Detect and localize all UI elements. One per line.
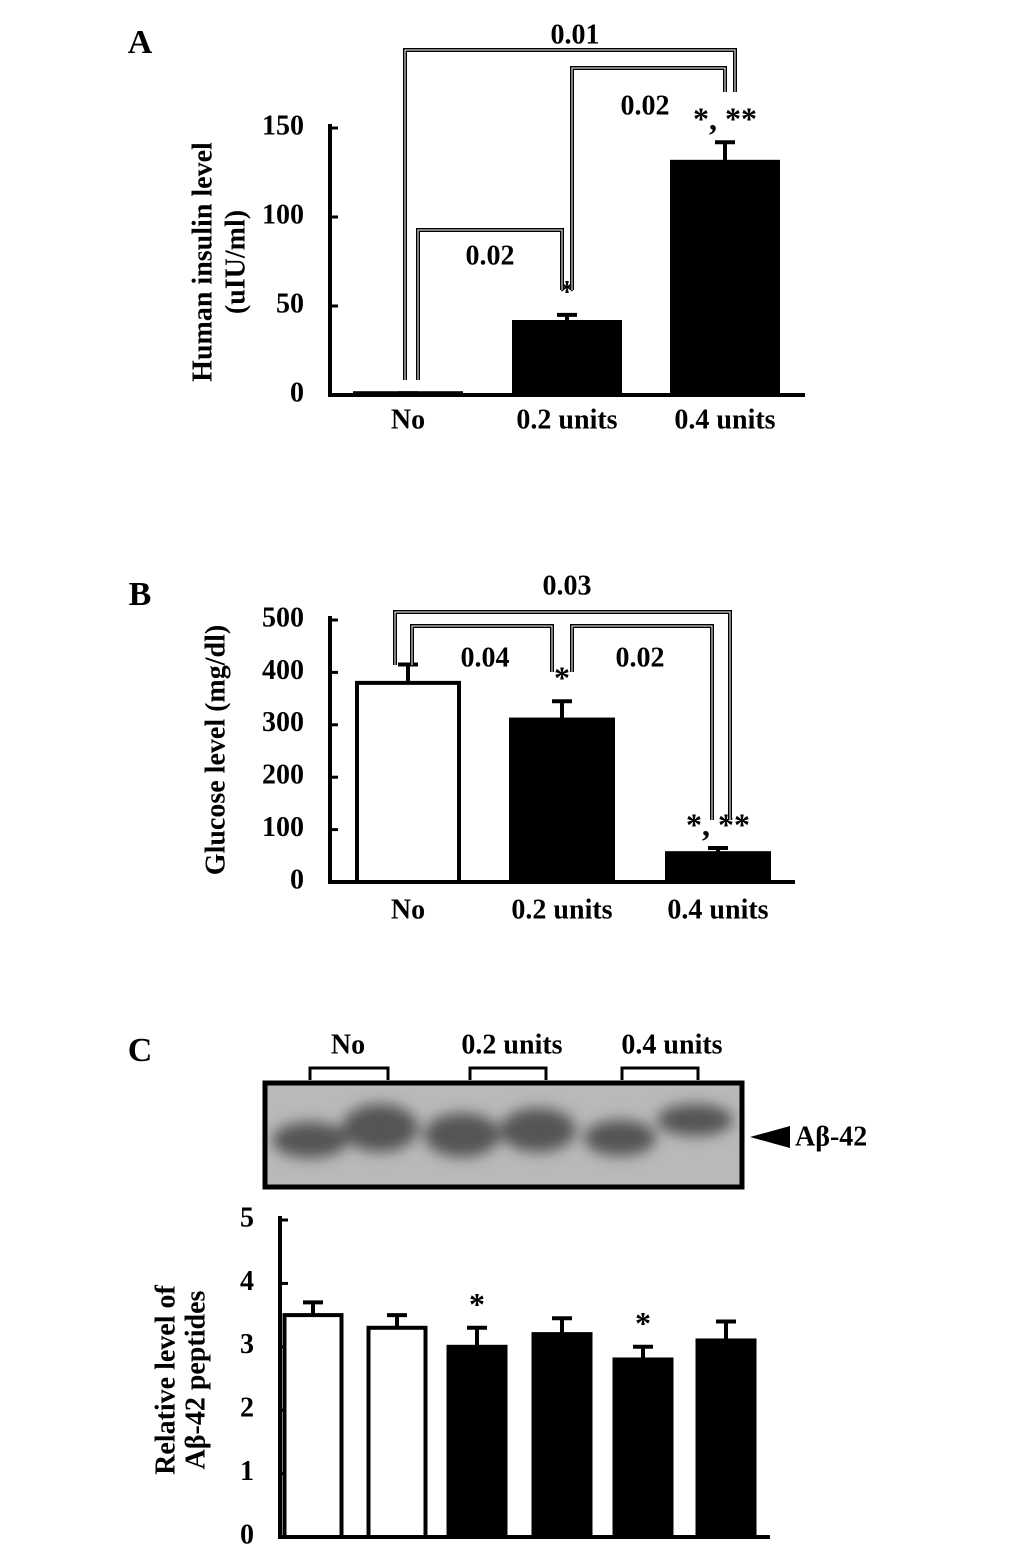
panel-label: A — [128, 24, 153, 61]
bar — [531, 1332, 593, 1539]
p-value-label: 0.04 — [461, 642, 510, 673]
significance-bracket-inner — [404, 49, 736, 380]
blot-group-brackets — [308, 1066, 700, 1080]
significance-bracket-inner — [417, 229, 563, 380]
x-tick-label: No — [391, 404, 425, 435]
blot-group-label: 0.4 units — [621, 1029, 722, 1060]
blot-group-label: 0.2 units — [461, 1029, 562, 1060]
significance-label: * — [554, 660, 570, 696]
significance-label: * — [469, 1286, 485, 1322]
y-tick-label: 50 — [276, 288, 304, 319]
western-blot: No 0.2 units 0.4 units Aβ-42 — [262, 1029, 867, 1190]
bar — [446, 1344, 508, 1540]
y-tick-label: 500 — [262, 602, 304, 633]
x-tick-label: 0.4 units — [667, 894, 768, 925]
p-value-label: 0.02 — [621, 90, 670, 121]
y-tick-label: 100 — [262, 812, 304, 843]
significance-label: * — [635, 1305, 651, 1341]
significance-bracket-inner — [411, 625, 553, 672]
y-axis-label: Relative level of — [150, 1284, 181, 1474]
bar — [366, 1325, 428, 1540]
axes — [328, 616, 795, 884]
blot-border — [262, 1080, 745, 1190]
panel-label: B — [129, 576, 152, 613]
y-tick-label: 0 — [290, 377, 304, 408]
x-tick-label: 0.2 units — [511, 894, 612, 925]
y-tick-label: 150 — [262, 110, 304, 141]
bar — [670, 159, 780, 397]
bar — [695, 1338, 757, 1539]
x-tick-label: 0.2 units — [516, 404, 617, 435]
blot-arrow — [750, 1126, 790, 1148]
bar — [509, 717, 615, 884]
blot-label: Aβ-42 — [795, 1121, 867, 1152]
bar — [612, 1357, 674, 1539]
y-axis-label: Aβ-42 peptides — [180, 1290, 211, 1469]
y-tick-label: 5 — [240, 1202, 254, 1233]
y-tick-label: 0 — [290, 864, 304, 895]
x-tick-label: 0.4 units — [674, 404, 775, 435]
p-value-label: 0.03 — [543, 570, 592, 601]
p-value-label: 0.02 — [616, 642, 665, 673]
y-tick-label: 400 — [262, 655, 304, 686]
y-tick-label: 300 — [262, 707, 304, 738]
bar — [512, 320, 622, 397]
significance-bracket-inner — [394, 611, 731, 820]
x-tick-label: No — [391, 894, 425, 925]
bar — [665, 851, 771, 884]
significance-bracket-inner — [571, 625, 713, 820]
y-tick-label: 4 — [240, 1266, 254, 1297]
significance-label: *, ** — [686, 806, 750, 842]
blot-bands — [272, 1104, 733, 1158]
axes — [328, 124, 805, 397]
y-tick-label: 2 — [240, 1393, 254, 1424]
y-tick-label: 1 — [240, 1456, 254, 1487]
y-tick-label: 3 — [240, 1329, 254, 1360]
blot-group-label: No — [331, 1029, 365, 1060]
axes — [278, 1216, 770, 1539]
significance-bracket-inner — [571, 67, 726, 290]
p-value-label: 0.01 — [551, 19, 600, 50]
y-axis-label: (uIU/ml) — [220, 210, 251, 314]
y-tick-label: 200 — [262, 760, 304, 791]
y-axis-label: Human insulin level — [187, 142, 218, 382]
bar — [282, 1313, 344, 1539]
panel-label: C — [128, 1032, 153, 1069]
y-tick-label: 100 — [262, 199, 304, 230]
significance-label: *, ** — [693, 101, 757, 137]
y-axis-label: Glucose level (mg/dl) — [200, 625, 231, 875]
y-tick-label: 0 — [240, 1519, 254, 1550]
p-value-label: 0.02 — [466, 240, 515, 271]
bar — [355, 680, 461, 884]
